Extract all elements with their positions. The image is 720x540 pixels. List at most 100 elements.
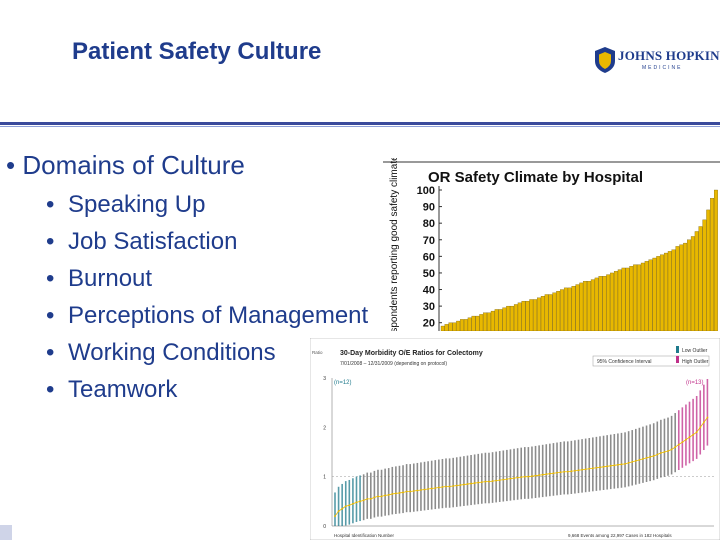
bar: [452, 322, 457, 331]
bar: [563, 287, 568, 331]
bar: [540, 296, 545, 331]
bar: [502, 307, 507, 331]
sub-bullet-list: • Speaking Up • Job Satisfaction • Burnout …: [46, 190, 368, 412]
bar: [579, 282, 584, 331]
bar: [525, 300, 530, 331]
bar: [575, 284, 580, 331]
bar: [687, 239, 691, 331]
bar: [690, 236, 695, 331]
logo-text: JOHNS HOPKINS: [618, 48, 720, 63]
y-tick-label: 50: [423, 268, 435, 280]
bar: [583, 281, 588, 331]
bar: [510, 305, 514, 331]
bar: [506, 305, 511, 331]
bar: [613, 271, 618, 331]
bar: [598, 276, 603, 331]
y-tick-label: 100: [417, 185, 435, 197]
bar: [702, 219, 707, 331]
bar: [513, 304, 518, 331]
title-divider-thin: [0, 126, 720, 127]
bar: [648, 259, 653, 331]
y-tick-labels: 20 30 40 50 60 70 80 90 100: [417, 185, 442, 330]
ci-legend-box: [592, 355, 710, 367]
bar: [529, 299, 534, 331]
bar: [479, 314, 484, 331]
bar: [594, 277, 599, 331]
bar: [606, 274, 611, 331]
bullet-marker: •: [46, 191, 55, 218]
list-item-text: Speaking Up: [68, 191, 206, 218]
y-tick-label: 1: [323, 475, 326, 481]
list-item-text: Burnout: [68, 265, 153, 292]
bar: [567, 287, 572, 331]
y-tick-label: 0: [323, 524, 326, 530]
legend-low-swatch: [676, 346, 679, 353]
list-item: • Burnout: [46, 264, 368, 301]
bar: [629, 266, 634, 331]
legend-high: High Outlier: [682, 359, 709, 365]
y-tick-label: 3: [323, 376, 326, 382]
legend-high-swatch: [676, 356, 679, 363]
bar: [556, 291, 561, 331]
bar: [460, 319, 464, 331]
bar: [675, 246, 680, 331]
bars: [440, 189, 718, 331]
bar: [471, 315, 476, 331]
bar: [656, 256, 661, 331]
bar: [706, 209, 711, 331]
y-axis-label: spondents reporting good safety climate: [389, 158, 400, 331]
bar: [448, 322, 453, 331]
bullet-marker: •: [46, 376, 55, 403]
list-item: • Job Satisfaction: [46, 227, 368, 264]
bar: [602, 276, 607, 331]
y-tick-label: 40: [423, 285, 435, 297]
bar: [610, 272, 614, 331]
y-tick-label: 20: [423, 318, 435, 330]
main-bullet: • Domains of Culture: [6, 150, 245, 181]
logo-subtext: MEDICINE: [642, 65, 683, 71]
bar: [663, 252, 668, 331]
x-axis-label: Hospital Identification Number: [334, 533, 395, 538]
bar: [621, 267, 626, 331]
data-points: [334, 378, 709, 526]
slide-title: Patient Safety Culture: [72, 38, 322, 65]
shield-icon: [595, 47, 615, 73]
list-item: • Perceptions of Management: [46, 301, 368, 338]
axes: 0 1 2 3: [323, 376, 714, 530]
legend-low: Low Outlier: [682, 348, 708, 354]
trend-line: [334, 417, 708, 517]
list-item: • Speaking Up: [46, 190, 368, 227]
chart-title: OR Safety Climate by Hospital: [428, 169, 643, 186]
bullet-marker: •: [46, 339, 55, 366]
bar: [587, 281, 591, 331]
y-tick-label: 80: [423, 218, 435, 230]
bullet-marker: •: [46, 302, 55, 329]
y-tick-label: 90: [423, 202, 435, 214]
bar: [637, 264, 641, 331]
bar: [548, 294, 553, 331]
bar: [644, 261, 649, 331]
bar: [679, 244, 684, 331]
bar: [467, 317, 472, 331]
bar: [652, 257, 657, 331]
chart-subtitle: 7/01/2008 – 12/31/2009 (depending on pro…: [340, 361, 447, 367]
decorative-strip: [0, 525, 12, 540]
bar: [537, 297, 541, 331]
bar: [494, 309, 499, 331]
y-tick-label: 2: [323, 425, 326, 431]
bar: [487, 312, 491, 331]
list-item-text: Working Conditions: [68, 339, 276, 366]
bar: [544, 294, 549, 331]
bar: [533, 299, 538, 331]
bar: [640, 262, 645, 331]
legend-ci: 95% Confidence Interval: [597, 359, 651, 365]
bar: [710, 198, 715, 331]
bar: [517, 302, 522, 331]
safety-climate-chart: spondents reporting good safety climate …: [383, 158, 720, 331]
bar: [694, 231, 699, 331]
y-tick-label: 70: [423, 235, 435, 247]
bar: [475, 315, 480, 331]
bar: [633, 264, 638, 331]
bar: [463, 319, 468, 331]
list-item: • Teamwork: [46, 375, 368, 412]
